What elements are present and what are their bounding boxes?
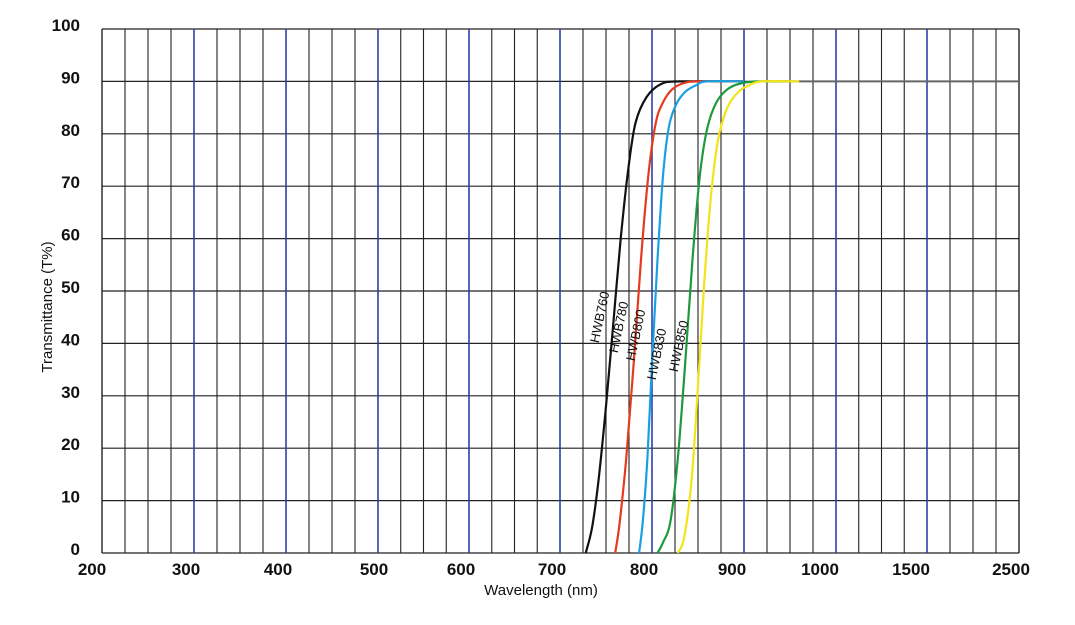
x-tick-label: 300 bbox=[172, 560, 200, 579]
y-tick-label: 50 bbox=[61, 278, 80, 297]
series-line-hwb800 bbox=[638, 80, 745, 554]
series-line-hwb760 bbox=[584, 80, 745, 554]
y-tick-label: 40 bbox=[61, 330, 80, 349]
series-line-hwb830 bbox=[656, 80, 791, 554]
x-tick-label: 1000 bbox=[801, 560, 839, 579]
y-tick-label: 10 bbox=[61, 488, 80, 507]
series-label-hwb830: HWB830 bbox=[644, 327, 669, 381]
series-curves bbox=[584, 80, 1019, 554]
x-tick-label: 900 bbox=[718, 560, 746, 579]
series-line-hwb850 bbox=[676, 80, 800, 554]
y-tick-label: 0 bbox=[71, 540, 80, 559]
x-tick-label: 700 bbox=[538, 560, 566, 579]
x-tick-label: 800 bbox=[630, 560, 658, 579]
y-tick-label: 30 bbox=[61, 383, 80, 402]
x-tick-label: 200 bbox=[78, 560, 106, 579]
series-label-hwb850: HWB850 bbox=[666, 319, 691, 373]
x-tick-label: 2500 bbox=[992, 560, 1030, 579]
y-tick-label: 100 bbox=[52, 16, 80, 35]
x-tick-label: 600 bbox=[447, 560, 475, 579]
y-tick-label: 60 bbox=[61, 226, 80, 245]
x-tick-label: 500 bbox=[360, 560, 388, 579]
series-line-hwb780 bbox=[614, 80, 745, 554]
x-axis-title: Wavelength (nm) bbox=[484, 582, 598, 599]
grid bbox=[101, 28, 1020, 554]
y-tick-label: 90 bbox=[61, 68, 80, 87]
x-tick-label: 1500 bbox=[892, 560, 930, 579]
y-tick-label: 80 bbox=[61, 121, 80, 140]
x-tick-label: 400 bbox=[264, 560, 292, 579]
y-axis-title: Transmittance (T%) bbox=[39, 241, 56, 372]
y-tick-label: 20 bbox=[61, 435, 80, 454]
tick-labels: 200 300 400 500 600 700 800 900 1000 1500 2500 0 10 2… bbox=[52, 16, 1030, 579]
y-tick-label: 70 bbox=[61, 173, 80, 192]
